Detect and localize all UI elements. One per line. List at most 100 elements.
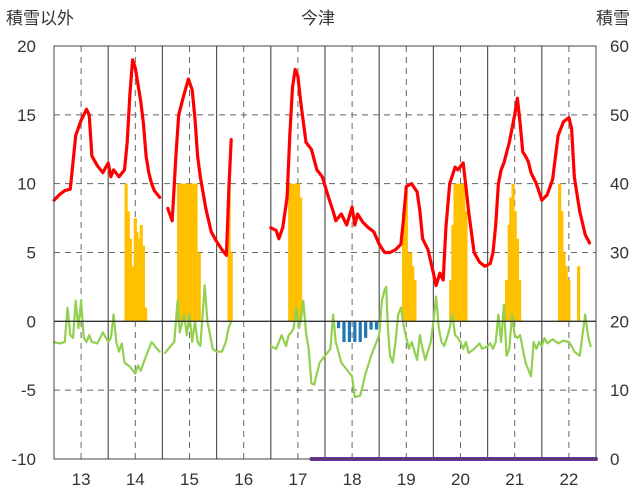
bar	[567, 280, 571, 322]
bar	[511, 183, 515, 322]
bar	[374, 321, 379, 330]
bar	[296, 183, 301, 322]
x-tick-label: 17	[288, 470, 307, 489]
y-left-tick-label: 15	[17, 106, 36, 125]
bar	[504, 280, 509, 322]
right-axis-label: 積雪	[596, 9, 630, 29]
series-line	[52, 299, 161, 375]
bar	[183, 183, 187, 322]
x-tick-label: 20	[451, 470, 470, 489]
bar	[406, 252, 411, 322]
bar	[197, 252, 201, 322]
bar	[292, 183, 296, 322]
bar	[358, 321, 362, 342]
y-left-tick-label: 10	[17, 175, 36, 194]
y-left-tick-label: 5	[27, 244, 36, 263]
bar	[560, 211, 564, 322]
bar	[179, 183, 183, 322]
axis-layer	[53, 45, 597, 460]
tick-labels: -10 -5 0 5 10 15 20 0 10 20 30 40 50 60 13 14 15 16 17 18 19…	[11, 37, 629, 489]
bar	[451, 224, 455, 322]
x-tick-label: 14	[126, 470, 145, 489]
bar	[558, 183, 562, 322]
bar	[515, 238, 520, 322]
bar-layer	[124, 183, 581, 342]
y-left-tick-label: -10	[11, 450, 36, 469]
bar	[517, 280, 522, 322]
plot-frame	[53, 45, 597, 460]
bar	[342, 321, 346, 342]
series-line	[269, 285, 592, 399]
bar	[139, 224, 143, 322]
y-right-tick-label: 20	[610, 312, 629, 331]
bar	[227, 183, 231, 322]
bar	[404, 190, 408, 322]
bar	[464, 211, 468, 322]
series-line	[269, 67, 592, 288]
bar	[143, 307, 148, 322]
x-tick-label: 16	[234, 470, 253, 489]
bar	[288, 183, 292, 322]
y-right-tick-label: 0	[610, 450, 619, 469]
x-tick-label: 19	[397, 470, 416, 489]
bar	[290, 183, 294, 322]
left-axis-label: 積雪以外	[6, 9, 74, 29]
bar	[564, 266, 568, 322]
bar	[185, 183, 189, 322]
bar	[126, 211, 130, 322]
bar	[562, 252, 566, 322]
bar	[457, 183, 462, 322]
x-tick-label: 18	[343, 470, 362, 489]
bar	[449, 280, 453, 322]
bar	[513, 211, 517, 322]
bar	[190, 183, 194, 322]
bar	[177, 183, 181, 322]
bar	[130, 266, 135, 322]
bar	[353, 321, 357, 342]
y-left-tick-label: -5	[21, 381, 36, 400]
y-right-tick-label: 40	[610, 175, 629, 194]
y-right-tick-label: 50	[610, 106, 629, 125]
bar	[413, 280, 417, 322]
series-line	[166, 77, 233, 257]
y-right-tick-label: 10	[610, 381, 629, 400]
bar	[192, 183, 196, 322]
chart-title: 今津	[301, 9, 335, 29]
bar	[453, 183, 457, 322]
bar	[135, 231, 139, 322]
bar	[294, 183, 298, 322]
bar	[141, 245, 146, 322]
bar	[509, 197, 513, 322]
y-left-tick-label: 20	[17, 37, 36, 56]
bar	[187, 183, 192, 322]
x-tick-label: 13	[72, 470, 91, 489]
bar	[459, 183, 464, 322]
bar	[409, 252, 413, 322]
y-left-tick-label: 0	[27, 312, 36, 331]
bar	[462, 183, 466, 322]
bar	[364, 321, 368, 338]
bar	[347, 321, 351, 342]
bar	[229, 252, 233, 322]
bar	[455, 183, 459, 322]
y-right-tick-label: 60	[610, 37, 629, 56]
x-tick-label: 15	[180, 470, 199, 489]
grid-lines	[54, 46, 596, 459]
series-line	[52, 58, 162, 202]
bar	[128, 238, 133, 322]
bar	[336, 321, 341, 329]
bar	[299, 197, 303, 322]
bar	[181, 183, 185, 322]
bar	[133, 218, 137, 322]
bar	[194, 183, 198, 322]
bar	[124, 183, 128, 322]
series-line	[164, 284, 233, 355]
y-right-tick-label: 30	[610, 244, 629, 263]
bar	[507, 224, 511, 322]
bar	[577, 266, 581, 322]
bar	[369, 321, 373, 330]
bar	[137, 238, 141, 322]
bar	[411, 266, 415, 322]
